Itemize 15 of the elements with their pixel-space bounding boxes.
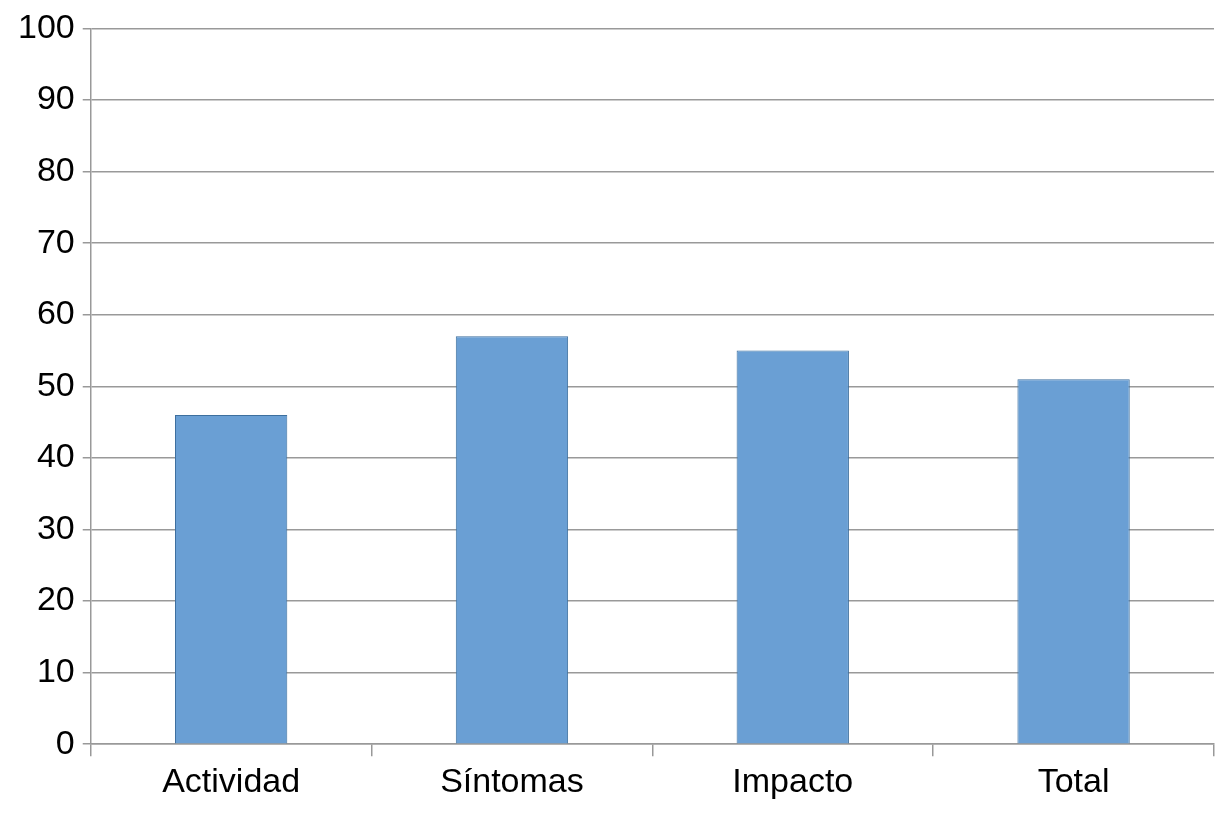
y-tick-label: 80: [36, 149, 75, 188]
y-tick-label: 40: [36, 436, 75, 475]
x-tick-label: Actividad: [162, 760, 301, 799]
y-tick-label: 20: [36, 579, 75, 618]
y-tick-label: 0: [55, 722, 75, 761]
y-tick-label: 30: [36, 507, 75, 546]
y-tick-label: 70: [36, 221, 75, 260]
y-tick-label: 10: [36, 650, 75, 689]
x-tick-label: Impacto: [732, 760, 854, 799]
y-tick-label: 50: [36, 364, 75, 403]
x-tick-label: Síntomas: [440, 760, 584, 799]
x-tick-label: Total: [1037, 760, 1110, 799]
y-tick-label: 100: [17, 6, 75, 45]
y-tick-label: 90: [36, 78, 75, 117]
y-tick-label: 60: [36, 293, 75, 332]
